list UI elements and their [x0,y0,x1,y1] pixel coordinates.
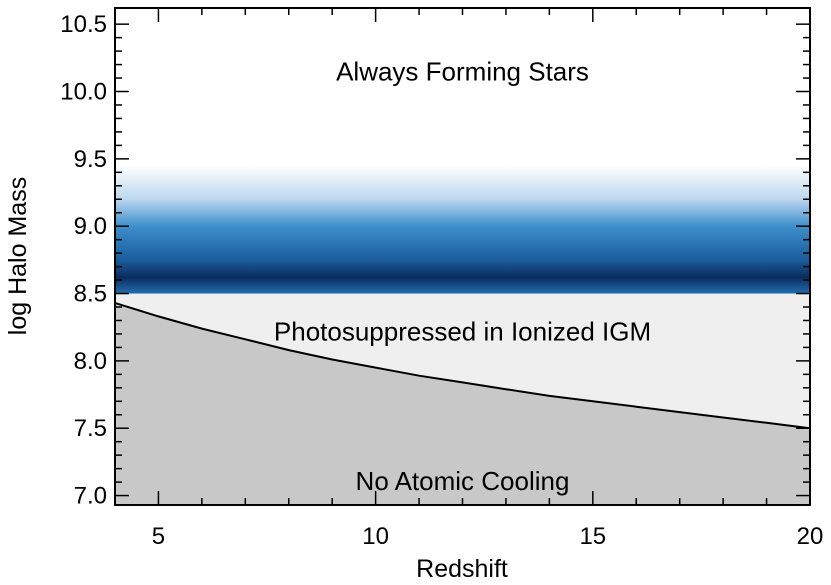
y-tick-label: 10.0 [60,79,107,106]
region-annotations: Always Forming Stars Photosuppressed in I… [274,56,651,495]
atomic-cooling-curve [115,302,810,430]
y-tick-label: 9.0 [74,213,107,240]
region-annotation: Photosuppressed in Ionized IGM [274,316,651,346]
y-tick-label: 8.5 [74,281,107,308]
x-tick-label: 15 [579,523,606,550]
y-tick-label: 10.5 [60,11,107,38]
probability-band [115,165,810,294]
x-axis-title: Redshift [416,555,508,583]
no-atomic-cooling-region [115,303,810,505]
y-axis-title: log Halo Mass [4,177,32,335]
x-tick-label: 10 [362,523,389,550]
region-annotation: No Atomic Cooling [356,466,570,496]
axis-ticks [114,8,811,505]
y-tick-label: 7.0 [74,483,107,510]
axis-tick-labels: 5 10 15 20 7.0 7.5 8.0 8.5 9.0 9.5 10.0 10.5 [60,11,823,550]
x-tick-label: 5 [152,523,165,550]
y-tick-label: 9.5 [74,146,107,173]
region-annotation: Always Forming Stars [336,56,589,86]
y-tick-label: 7.5 [74,415,107,442]
y-tick-label: 8.0 [74,348,107,375]
x-tick-label: 20 [797,523,824,550]
plot-regions [115,8,810,505]
